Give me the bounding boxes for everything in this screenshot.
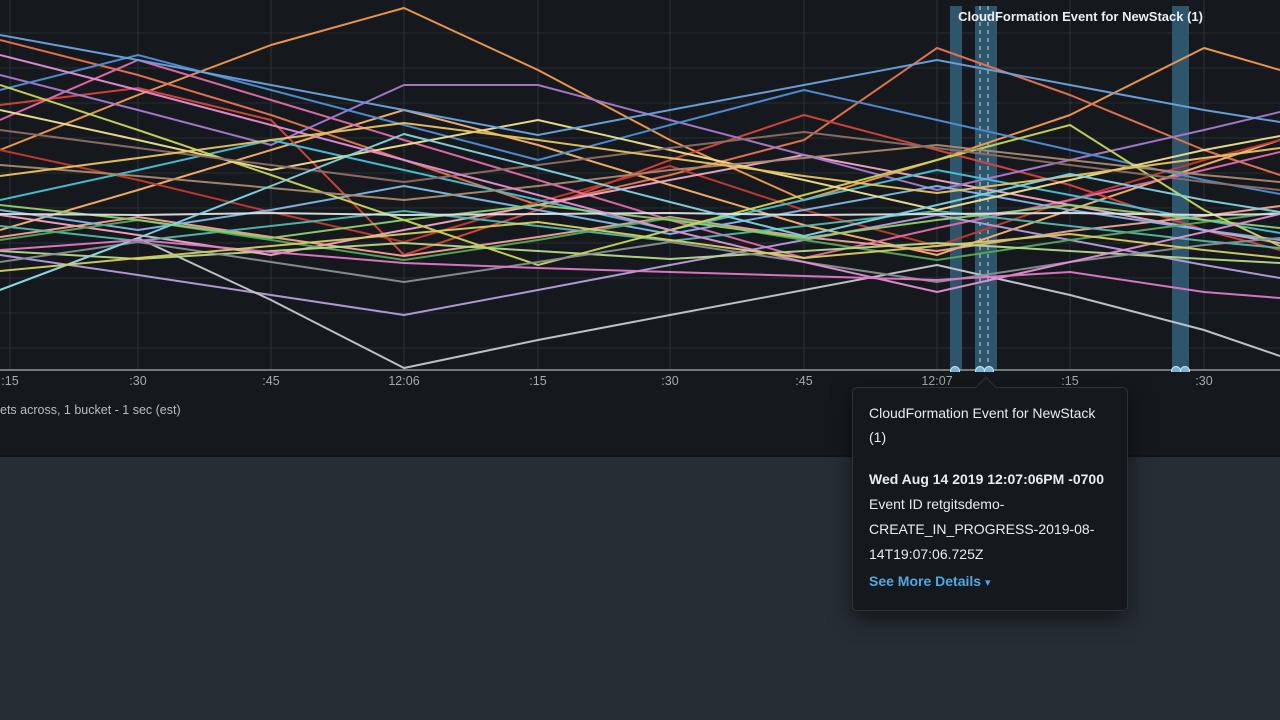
timeseries-line: [0, 144, 1280, 201]
chevron-down-icon: ▾: [984, 577, 991, 589]
x-axis-tick-label: :30: [129, 374, 147, 388]
timeseries-line: [0, 211, 1280, 261]
x-axis-tick-label: :15: [529, 374, 547, 388]
event-tooltip-timestamp: Wed Aug 14 2019 12:07:06PM -0700: [869, 471, 1105, 487]
x-axis-tick-label: :30: [661, 374, 679, 388]
timeseries-line: [0, 212, 1280, 216]
event-tooltip-title: CloudFormation Event for NewStack (1): [869, 405, 1096, 445]
event-dot[interactable]: [1171, 366, 1181, 373]
event-bar[interactable]: [1172, 6, 1189, 371]
event-dot[interactable]: [984, 366, 994, 373]
timeseries-plot[interactable]: [0, 0, 1280, 372]
chart-section: :15 :30 :45 12:06 :15 :30 :45 12:07 :15 :30 Cloud…: [0, 0, 1280, 455]
x-axis-tick-label: :30: [1195, 374, 1213, 388]
timeseries-line: [0, 39, 1280, 206]
event-tooltip: CloudFormation Event for NewStack (1) We…: [852, 387, 1128, 611]
timeseries-line: [0, 54, 1280, 195]
event-dot[interactable]: [950, 366, 960, 373]
timeseries-line: [0, 237, 1280, 369]
timeseries-line: [0, 54, 1280, 293]
timeseries-line: [0, 139, 1280, 247]
x-axis-tick-label: 12:07: [921, 374, 953, 388]
x-axis-tick-label: :45: [795, 374, 813, 388]
timeseries-line: [0, 87, 1280, 256]
timeseries-line: [0, 237, 1280, 283]
timeseries-line: [0, 74, 1280, 191]
timeseries-line: [0, 204, 1280, 239]
x-axis-tick-label: :15: [1061, 374, 1079, 388]
event-dot[interactable]: [1180, 366, 1190, 373]
event-dot[interactable]: [975, 366, 985, 373]
timeseries-line: [0, 109, 1280, 256]
x-axis-tick-label: :45: [262, 374, 280, 388]
x-axis-tick-label: 12:06: [388, 374, 420, 388]
timeseries-line: [0, 214, 1280, 316]
chart-summary-text: ets across, 1 bucket - 1 sec (est): [0, 403, 181, 417]
timeseries-line: [0, 239, 1280, 299]
timeseries-line: [0, 133, 1280, 291]
timeseries-line: [0, 221, 1280, 272]
timeseries-line: [0, 122, 1280, 194]
event-tooltip-event-id: Event ID retgitsdemo-CREATE_IN_PROGRESS-…: [869, 496, 1095, 562]
event-series-label: CloudFormation Event for NewStack (1): [958, 9, 1203, 24]
timeseries-line: [0, 185, 1280, 241]
timeseries-line: [0, 34, 1280, 136]
timeseries-line: [0, 242, 1280, 264]
x-axis: :15 :30 :45 12:06 :15 :30 :45 12:07 :15 :30: [0, 374, 1280, 390]
x-axis-tick-label: :15: [1, 374, 19, 388]
see-more-details-link[interactable]: See More Details ▾: [869, 573, 991, 589]
